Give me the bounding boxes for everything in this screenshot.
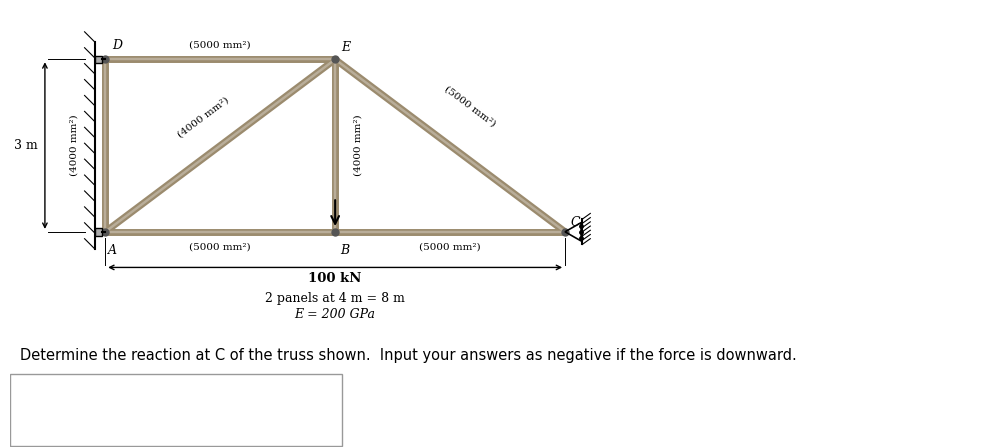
Text: E = 200 GPa: E = 200 GPa	[295, 308, 376, 320]
Text: D: D	[112, 39, 122, 52]
Text: 100 kN: 100 kN	[309, 272, 362, 285]
FancyBboxPatch shape	[10, 374, 342, 446]
Text: (4000 mm²): (4000 mm²)	[69, 115, 78, 177]
Text: (5000 mm²): (5000 mm²)	[443, 84, 497, 128]
Bar	[95, 228, 103, 236]
Text: A: A	[108, 245, 117, 257]
Text: Determine the reaction at C of the truss shown.  Input your answers as negative : Determine the reaction at C of the truss…	[20, 348, 796, 363]
Text: (5000 mm²): (5000 mm²)	[189, 40, 250, 49]
Text: (5000 mm²): (5000 mm²)	[419, 242, 480, 251]
Text: 2 panels at 4 m = 8 m: 2 panels at 4 m = 8 m	[265, 291, 404, 304]
Text: (4000 mm²): (4000 mm²)	[176, 96, 230, 140]
Text: (4000 mm²): (4000 mm²)	[353, 115, 362, 177]
Bar	[95, 56, 103, 63]
Text: E: E	[340, 41, 350, 54]
Text: C: C	[570, 216, 580, 229]
Text: B: B	[339, 245, 348, 257]
Text: 3 m: 3 m	[14, 139, 38, 152]
Text: (5000 mm²): (5000 mm²)	[189, 242, 250, 251]
